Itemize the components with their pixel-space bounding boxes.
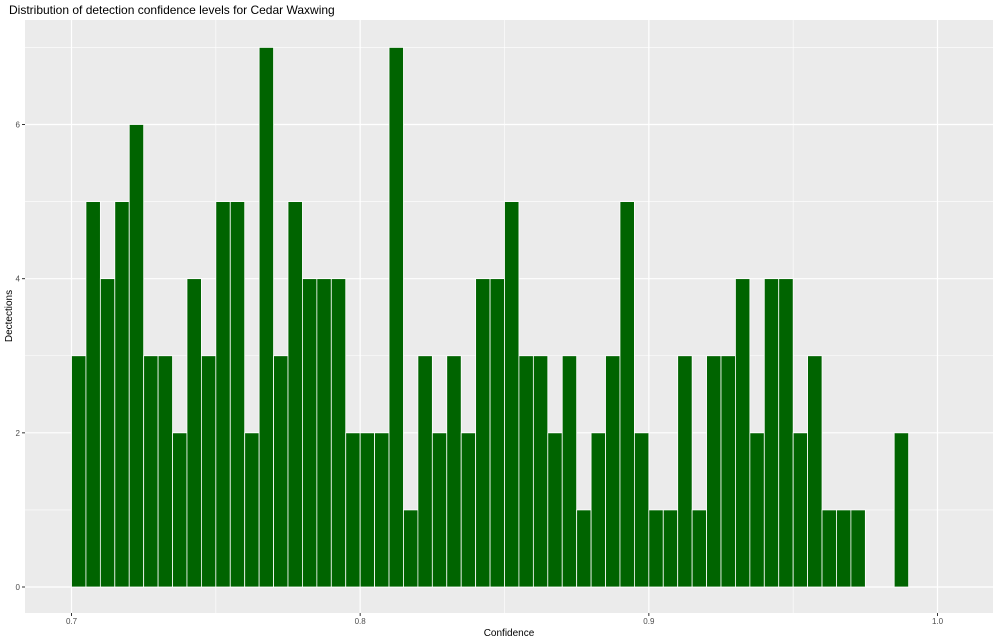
histogram-bar <box>330 278 347 588</box>
y-axis: 0 2 4 6 <box>16 121 25 592</box>
histogram-bar <box>374 432 390 588</box>
histogram-bar <box>749 432 765 588</box>
x-axis: 0.7 0.8 0.9 1.0 <box>66 613 944 626</box>
chart-title: Distribution of detection confidence lev… <box>9 3 335 17</box>
histogram-bar <box>200 355 217 588</box>
histogram-bar <box>172 432 188 588</box>
histogram-bar <box>244 432 260 588</box>
histogram-bar <box>128 124 145 588</box>
histogram-bar <box>215 201 231 588</box>
histogram-bar <box>71 355 87 588</box>
histogram-bar <box>85 201 101 588</box>
histogram-bar <box>316 278 332 588</box>
histogram-bar <box>287 201 303 588</box>
histogram-bar <box>619 201 635 588</box>
histogram-bar <box>417 355 433 588</box>
histogram-bar <box>605 355 621 588</box>
y-tick-label: 0 <box>16 583 21 592</box>
x-tick-label: 0.8 <box>355 617 367 626</box>
histogram-bar <box>792 432 809 588</box>
histogram-bar <box>157 355 173 588</box>
histogram-bar <box>778 278 794 588</box>
histogram-bar <box>99 278 116 588</box>
histogram-bar <box>186 278 202 588</box>
bars <box>71 47 910 588</box>
x-tick-label: 0.7 <box>66 617 78 626</box>
histogram-bar <box>763 278 780 588</box>
histogram-bar <box>662 509 679 588</box>
histogram-bar <box>850 509 866 588</box>
histogram-bar <box>735 278 751 588</box>
histogram-bar <box>143 355 159 588</box>
histogram-bar <box>821 509 837 588</box>
histogram-bar <box>229 201 246 588</box>
x-tick-label: 0.9 <box>643 617 655 626</box>
x-tick-label: 1.0 <box>932 617 944 626</box>
histogram-bar <box>359 432 375 588</box>
histogram-bar <box>706 355 722 588</box>
histogram-bar <box>460 432 477 588</box>
histogram-bar <box>836 509 852 588</box>
histogram-bar <box>403 509 419 588</box>
x-axis-title: Confidence <box>484 628 535 639</box>
histogram-bar <box>302 278 318 588</box>
histogram-bar <box>273 355 289 588</box>
histogram-bar <box>431 432 448 588</box>
histogram-bar <box>489 278 505 588</box>
histogram-bar <box>561 355 578 588</box>
histogram-bar <box>547 432 563 588</box>
histogram-bar <box>475 278 491 588</box>
y-axis-title: Dectections <box>4 290 15 342</box>
histogram-bar <box>504 201 520 588</box>
histogram-bar <box>590 432 606 588</box>
histogram-bar <box>677 355 693 588</box>
histogram-bar <box>691 509 707 588</box>
y-tick-label: 2 <box>16 429 21 438</box>
histogram-bar <box>345 432 361 588</box>
histogram-bar <box>518 355 534 588</box>
histogram-bar <box>532 355 549 588</box>
histogram-bar <box>258 47 274 588</box>
y-tick-label: 4 <box>16 275 21 284</box>
histogram-bar <box>446 355 462 588</box>
histogram-bar <box>807 355 823 588</box>
histogram-bar <box>720 355 736 588</box>
histogram-bar <box>648 509 664 588</box>
histogram-bar <box>576 509 592 588</box>
histogram-bar <box>634 432 650 588</box>
histogram-bar <box>893 432 910 588</box>
histogram-bar <box>114 201 130 588</box>
histogram-bar <box>388 47 404 588</box>
y-tick-label: 6 <box>16 121 21 130</box>
